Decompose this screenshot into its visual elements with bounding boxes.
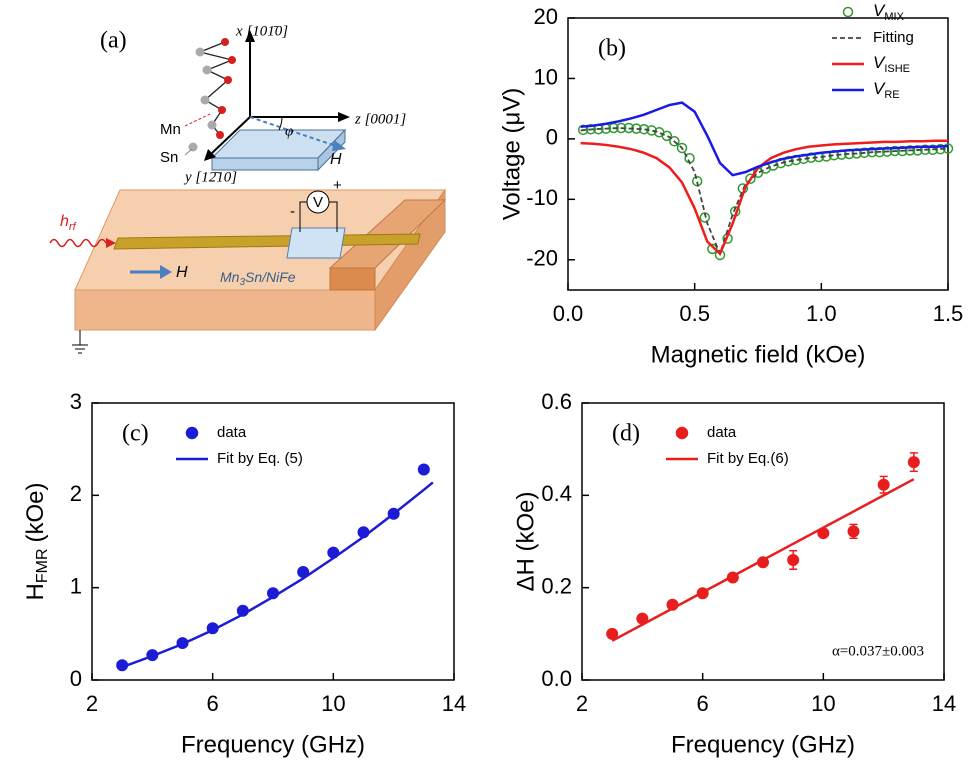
mn-atom [224,76,232,84]
x-tick-label: 14 [442,691,466,716]
y-tick-label: 0.0 [541,666,572,691]
legend-name: Fit by Eq. (5) [217,450,303,467]
y-axis-label: ΔH (kOe) [512,491,539,591]
film-front [212,158,318,170]
data-point [418,464,429,475]
data-point [788,554,799,565]
x-tick-label: 10 [811,691,835,716]
y-tick-label: 0.4 [541,481,572,506]
x-tick-label: 14 [932,691,956,716]
x-axis-label: Frequency (GHz) [671,731,855,758]
sn-atom [201,96,210,105]
y-axis-label: y [12̄10] [183,169,237,185]
y-tick-label: 0 [70,666,82,691]
y-tick-label: 10 [534,64,558,89]
y-tick-label: 20 [534,4,558,29]
figure: V + - hrf H Mn3Sn/NiFe φ H [0,0,979,766]
legend-label: data [707,424,737,441]
x-tick-label: 6 [697,691,709,716]
h-label: H [176,264,188,281]
x-tick-label: 1.0 [806,301,837,326]
data-point [878,479,889,490]
legend-name: data [707,424,737,441]
x-axis-label: Frequency (GHz) [181,731,365,758]
legend-marker [677,428,688,439]
y-tick-label: 2 [70,481,82,506]
x-tick-label: 6 [207,691,219,716]
mn-atom [221,38,229,46]
x-axis-label: Magnetic field (kOe) [651,341,866,368]
x-tick-label: 1.5 [933,301,964,326]
legend-name: Fit by Eq.(6) [707,450,789,467]
legend-label: Fit by Eq. (5) [217,450,303,467]
y-tick-label: -20 [526,246,558,271]
legend-label: data [217,424,247,441]
mn-atom [228,56,236,64]
y-axis-label-rest: (kOe) [22,483,49,543]
sn-atom [203,66,212,75]
sn-atom [196,48,205,57]
data-point [908,457,919,468]
z-axis-label: z [0001] [354,111,406,127]
legend-label: Fit by Eq.(6) [707,450,789,467]
panel-label: (d) [612,421,640,447]
legend-name-sub: MIX [884,11,904,23]
h-label: H [330,151,342,168]
panel-label: (a) [100,28,127,54]
x-tick-label: 10 [321,691,345,716]
y-tick-label: 0.2 [541,573,572,598]
x-axis-label: x [101̄0] [235,23,288,39]
sn-atom [189,143,198,152]
phi-label: φ [285,123,293,139]
mn-atom [216,131,224,139]
x-tick-label: 2 [86,691,98,716]
panel-label: (c) [122,421,149,447]
y-axis-label-sub: FMR [34,549,51,584]
legend-name: Fitting [873,29,914,46]
waveguide-front [330,268,375,290]
y-tick-label: 0 [546,125,558,150]
x-tick-label: 0.0 [553,301,584,326]
y-tick-label: -10 [526,185,558,210]
y-tick-label: 1 [70,573,82,598]
substrate-front [75,290,375,330]
y-axis-label-main: H [22,583,49,600]
x-tick-label: 2 [576,691,588,716]
annotation: α=0.037±0.003 [832,643,924,659]
sample [287,228,345,258]
voltmeter-label: V [313,194,323,211]
panel-label: (b) [598,36,626,62]
sn-label: Sn [160,149,178,166]
mn-label: Mn [160,121,181,138]
y-tick-label: 3 [70,389,82,414]
mn-atom [218,106,226,114]
legend-marker [187,428,198,439]
minus-label: - [290,203,295,220]
legend-name-sub: RE [884,89,899,101]
x-tick-label: 0.5 [679,301,710,326]
y-tick-label: 0.6 [541,389,572,414]
sn-atom [208,121,217,130]
legend-label: Fitting [873,29,914,46]
y-axis-label: Voltage (μV) [498,88,525,221]
legend-name-sub: ISHE [884,63,910,75]
plus-label: + [333,177,342,194]
data-point [848,526,859,537]
legend-name: data [217,424,247,441]
